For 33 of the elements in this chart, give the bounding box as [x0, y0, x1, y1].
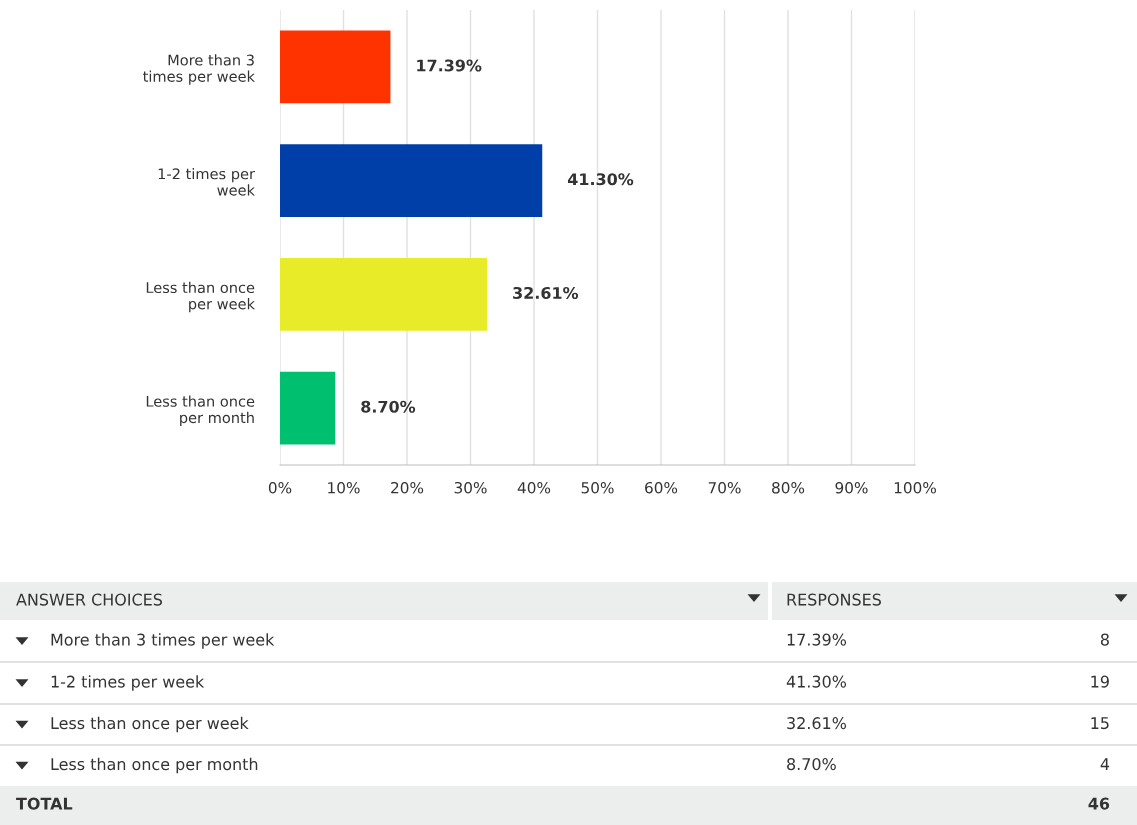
data-label: 17.39% — [417, 59, 482, 72]
data-label: 8.70% — [361, 400, 416, 413]
text: TOTAL — [16, 797, 73, 810]
text: 32.61% — [787, 717, 847, 730]
x-tick-label: 90% — [835, 481, 868, 494]
x-tick-label: 80% — [772, 481, 805, 494]
x-tick-label: 30% — [454, 481, 487, 494]
category-label: More than 3 times per week — [51, 633, 275, 649]
text: 15 — [1091, 717, 1109, 730]
text: 41.30% — [786, 675, 847, 688]
x-tick-label: 20% — [391, 481, 424, 494]
x-tick-label: 60% — [645, 481, 678, 494]
x-tick-label: 70% — [708, 481, 741, 494]
y-tick-label: More than 3 times per week — [143, 54, 255, 85]
text: 17.39% — [787, 633, 847, 646]
x-tick-label: 50% — [581, 481, 614, 494]
data-label: 32.61% — [513, 286, 579, 300]
text: ANSWER CHOICES — [16, 593, 163, 606]
text: 46 — [1088, 797, 1110, 810]
x-tick-label: 40% — [517, 481, 551, 494]
y-tick-label: Less than once per month — [146, 395, 255, 426]
text: 4 — [1100, 758, 1110, 770]
data-label: 41.30% — [567, 173, 634, 186]
text: 19 — [1091, 675, 1109, 688]
text: RESPONSES — [787, 593, 881, 606]
text: 8 — [1100, 633, 1109, 646]
text: 8.70% — [787, 758, 836, 771]
x-tick-label: 100% — [894, 481, 936, 494]
category-label: 1-2 times per week — [51, 675, 205, 691]
x-tick-label: 10% — [328, 481, 360, 494]
y-tick-label: 1-2 times per week — [158, 168, 255, 196]
y-tick-label: Less than once per week — [146, 281, 255, 313]
x-tick-label: 0% — [268, 481, 292, 494]
